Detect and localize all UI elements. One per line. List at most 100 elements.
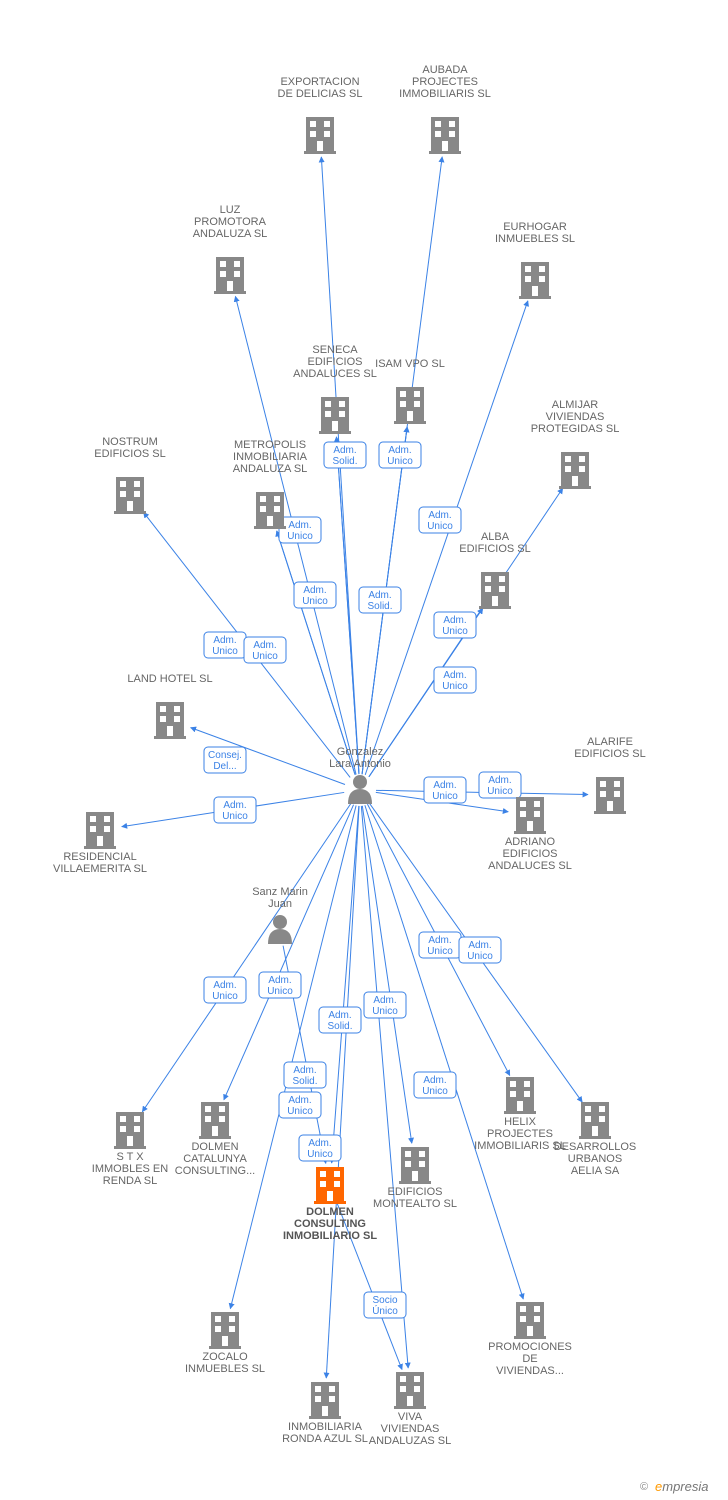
building-icon [519,262,551,299]
building-icon [399,1147,431,1184]
node-label: LAND HOTEL SL [127,673,212,685]
company-node[interactable]: INMOBILIARIARONDA AZUL SL [282,1382,368,1445]
company-node[interactable]: ALBAEDIFICIOS SL [459,531,531,609]
node-label: ALARIFEEDIFICIOS SL [574,736,646,760]
brand-rest: mpresia [662,1479,708,1494]
node-label: METROPOLISINMOBILIARIAANDALUZA SL [233,439,308,475]
company-node[interactable]: DOLMENCATALUNYACONSULTING... [175,1102,255,1177]
company-node[interactable]: HELIXPROJECTESIMMOBILIARIS SL [474,1077,566,1152]
node-label: RESIDENCIALVILLAEMERITA SL [53,851,147,875]
building-icon [394,1372,426,1409]
edge-label: SocioÚnico [372,1295,398,1317]
network-diagram: Adm.Solid. Adm.Unico Adm.Unico Adm.Unico Adm… [0,0,728,1500]
node-label: DESARROLLOSURBANOSAELIA SA [554,1141,637,1177]
svg-text:empresia: empresia [655,1479,708,1494]
company-node[interactable]: ADRIANOEDIFICIOSANDALUCES SL [488,797,572,872]
company-node[interactable]: RESIDENCIALVILLAEMERITA SL [53,812,147,875]
company-node[interactable]: ZOCALOINMUEBLES SL [185,1312,265,1375]
edge-label: Adm.Unico [442,615,468,637]
building-icon [559,452,591,489]
node-label: INMOBILIARIARONDA AZUL SL [282,1421,368,1445]
edge-label: Adm.Unico [212,635,238,657]
node-label: ZOCALOINMUEBLES SL [185,1351,265,1375]
edge [365,805,523,1299]
edge-label: Adm.Unico [387,445,413,467]
node-label: DOLMENCONSULTINGINMOBILIARIO SL [283,1206,377,1242]
company-node[interactable]: SENECAEDIFICIOSANDALUCES SL [293,344,377,434]
building-icon [579,1102,611,1139]
edge-label: Adm.Unico [487,775,513,797]
building-icon [309,1382,341,1419]
edge [326,806,359,1378]
edge-label: Adm.Unico [307,1138,333,1160]
company-node[interactable]: DESARROLLOSURBANOSAELIA SA [554,1102,637,1177]
building-icon [394,387,426,424]
company-node[interactable]: ISAM VPO SL [375,358,445,424]
edge-labels-layer: Adm.Solid. Adm.Unico Adm.Unico Adm.Unico Adm… [204,442,521,1318]
building-icon [214,257,246,294]
building-icon [199,1102,231,1139]
company-node[interactable]: EDIFICIOSMONTEALTO SL [373,1147,457,1210]
edge-label: Adm.Unico [432,780,458,802]
building-icon [479,572,511,609]
node-label: ISAM VPO SL [375,358,445,370]
person-node[interactable]: Sanz MarinJuan [252,886,308,944]
building-icon [84,812,116,849]
node-label: NOSTRUMEDIFICIOS SL [94,436,166,460]
copyright-symbol: © [640,1481,648,1493]
node-label: EDIFICIOSMONTEALTO SL [373,1186,457,1210]
edge-label: Adm.Unico [222,800,248,822]
node-label: SENECAEDIFICIOSANDALUCES SL [293,344,377,380]
edge-label: Adm.Unico [287,520,313,542]
building-icon [154,702,186,739]
building-icon [209,1312,241,1349]
building-icon [314,1167,346,1204]
building-icon [254,492,286,529]
edge [224,805,354,1100]
company-node[interactable]: S T XIMMOBLES ENRENDA SL [92,1112,168,1187]
edge-label: Adm.Solid. [292,1065,317,1087]
edge-label: Adm.Unico [287,1095,313,1117]
node-label: ADRIANOEDIFICIOSANDALUCES SL [488,836,572,872]
edge [362,806,411,1143]
person-icon [348,775,372,804]
edge-label: Adm.Unico [267,975,293,997]
edge-label: Adm.Unico [427,935,453,957]
company-node[interactable]: ALARIFEEDIFICIOS SL [574,736,646,814]
company-node[interactable]: LAND HOTEL SL [127,673,212,739]
copyright-footer: © empresia [640,1479,708,1494]
edge [332,806,359,1163]
company-node[interactable]: PROMOCIONESDEVIVIENDAS... [488,1302,572,1377]
edge [336,437,358,774]
node-label: Sanz MarinJuan [252,886,308,910]
node-label: ALBAEDIFICIOS SL [459,531,531,555]
company-node[interactable]: METROPOLISINMOBILIARIAANDALUZA SL [233,439,308,529]
edge-label: Adm.Unico [427,510,453,532]
node-label: VIVAVIVIENDASANDALUZAS SL [369,1411,452,1447]
company-node[interactable]: VIVAVIVIENDASANDALUZAS SL [369,1372,452,1447]
company-node[interactable]: ALMIJARVIVIENDASPROTEGIDAS SL [531,399,620,489]
company-node[interactable]: DOLMENCONSULTINGINMOBILIARIO SL [283,1167,377,1242]
company-node[interactable]: EXPORTACIONDE DELICIAS SL [278,76,363,154]
edge [277,531,355,775]
building-icon [114,477,146,514]
person-icon [268,915,292,944]
company-node[interactable]: LUZPROMOTORAANDALUZA SL [193,204,268,294]
company-node[interactable]: AUBADAPROJECTESIMMOBILIARIS SL [399,64,491,154]
nodes-layer: GonzalezLara Antonio Sanz MarinJuan EXPORT… [53,64,646,1447]
node-label: ALMIJARVIVIENDASPROTEGIDAS SL [531,399,620,435]
edge-label: Adm.Unico [252,640,278,662]
node-label: GonzalezLara Antonio [329,746,391,770]
person-node[interactable]: GonzalezLara Antonio [329,746,391,804]
company-node[interactable]: NOSTRUMEDIFICIOS SL [94,436,166,514]
edge-label: Adm.Unico [212,980,238,1002]
node-label: PROMOCIONESDEVIVIENDAS... [488,1341,572,1377]
node-label: EXPORTACIONDE DELICIAS SL [278,76,363,100]
building-icon [514,797,546,834]
edge-label: Adm.Unico [302,585,328,607]
company-node[interactable]: EURHOGARINMUEBLES SL [495,221,575,299]
node-label: AUBADAPROJECTESIMMOBILIARIS SL [399,64,491,100]
edge-label: Adm.Solid. [327,1010,352,1032]
building-icon [429,117,461,154]
edge-label: Adm.Solid. [332,445,357,467]
